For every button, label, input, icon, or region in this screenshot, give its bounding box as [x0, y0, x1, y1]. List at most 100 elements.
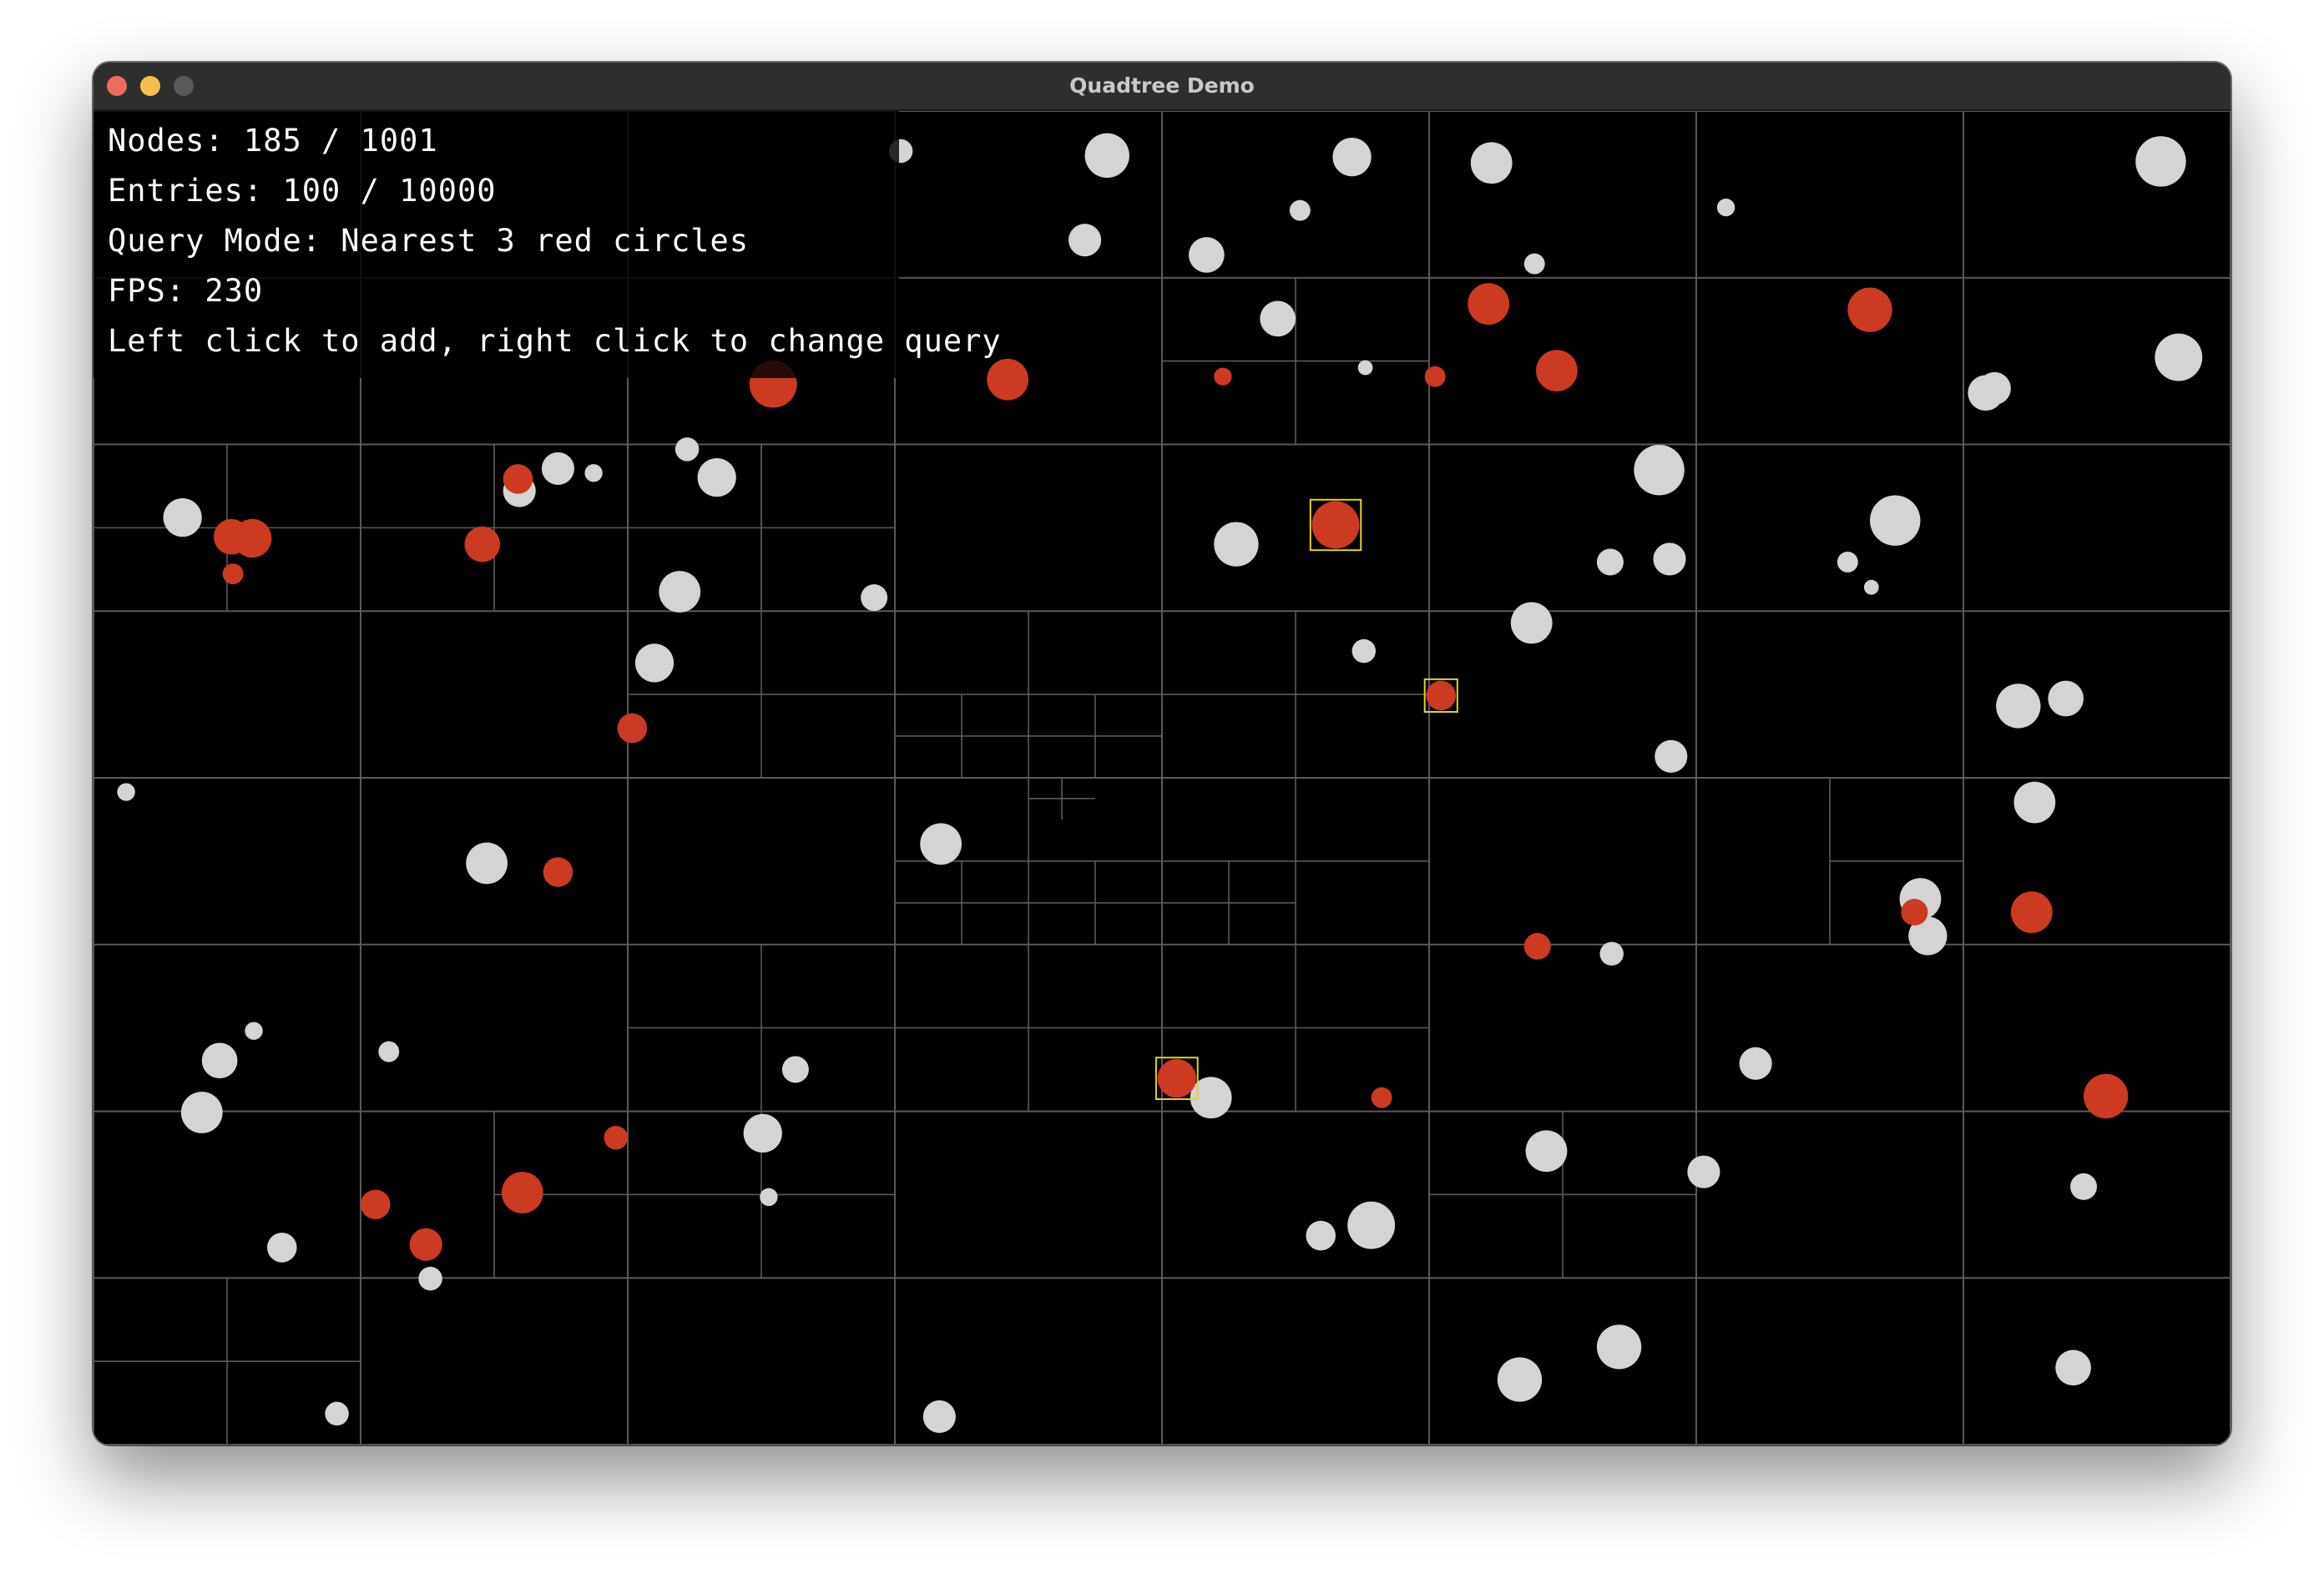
white-circle	[2155, 333, 2203, 381]
white-circle	[743, 1113, 782, 1153]
red-circle	[617, 713, 648, 744]
window-title: Quadtree Demo	[1069, 73, 1255, 98]
query-result-box	[1423, 678, 1458, 714]
red-circle	[464, 526, 501, 563]
white-circle	[1214, 522, 1259, 567]
white-circle	[1357, 360, 1373, 376]
white-circle	[201, 1042, 238, 1079]
quadtree-canvas[interactable]: Nodes: 185 / 1001 Entries: 100 / 10000 Q…	[93, 111, 2231, 1445]
red-circle	[1157, 1059, 1196, 1098]
white-circle	[1497, 1357, 1543, 1402]
white-circle	[1523, 253, 1545, 275]
white-circle	[1190, 1077, 1232, 1119]
white-circle	[1978, 371, 2011, 406]
red-circle	[2084, 1073, 2129, 1119]
query-result-box	[1309, 498, 1362, 552]
entries-count: Entries: 100 / 10000	[108, 173, 497, 209]
white-circle	[418, 1266, 442, 1291]
red-circle	[1424, 366, 1446, 387]
white-circle	[922, 1400, 956, 1434]
white-circle	[1351, 638, 1377, 663]
white-circle	[2013, 781, 2056, 824]
white-circle	[2135, 136, 2186, 187]
red-circle	[233, 518, 272, 558]
white-circle	[117, 783, 135, 801]
red-circle	[222, 563, 244, 585]
white-circle	[1510, 602, 1553, 644]
red-circle	[604, 1126, 629, 1150]
white-circle	[1836, 552, 1858, 573]
query-mode: Query Mode: Nearest 3 red circles	[108, 223, 750, 259]
red-circle	[409, 1228, 442, 1261]
white-circle	[2048, 680, 2084, 717]
fps-counter: FPS: 230	[108, 273, 264, 309]
red-circle	[503, 464, 533, 494]
red-circle	[1468, 283, 1510, 325]
white-circle	[634, 643, 674, 683]
white-circle	[1863, 579, 1879, 595]
red-circle	[1311, 501, 1360, 549]
white-circle	[1189, 237, 1225, 273]
red-circle	[2010, 891, 2053, 933]
white-circle	[760, 1188, 778, 1207]
query-results-layer	[1154, 498, 1458, 1101]
white-circle	[1596, 548, 1624, 576]
white-circle	[1260, 300, 1296, 337]
white-circle	[1655, 739, 1688, 773]
white-circle	[659, 571, 701, 613]
red-circle	[987, 358, 1029, 401]
help-text: Left click to add, right click to change…	[108, 323, 1002, 359]
red-circle	[543, 857, 573, 887]
red-circle	[1536, 350, 1578, 392]
red-circle	[1214, 367, 1232, 386]
white-circle	[1599, 941, 1624, 966]
white-circle	[1634, 445, 1685, 496]
white-circle	[541, 452, 575, 486]
close-button[interactable]	[107, 76, 127, 96]
stats-overlay: Nodes: 185 / 1001 Entries: 100 / 10000 Q…	[93, 111, 1001, 378]
white-circle	[378, 1041, 400, 1062]
white-circle	[245, 1022, 263, 1040]
white-circle	[1996, 684, 2041, 729]
white-circle	[1687, 1155, 1720, 1188]
red-circle	[361, 1189, 391, 1220]
circles-layer	[117, 133, 2203, 1434]
red-circle	[1426, 680, 1457, 711]
white-circle	[1069, 224, 1102, 257]
white-circle	[2070, 1173, 2098, 1200]
white-circle	[1470, 142, 1513, 184]
minimize-button[interactable]	[140, 76, 160, 96]
red-circle	[1523, 932, 1551, 960]
white-circle	[1739, 1047, 1772, 1080]
white-circle	[1870, 495, 1921, 546]
red-circle	[1847, 287, 1892, 332]
white-circle	[697, 458, 736, 497]
query-result-box	[1154, 1057, 1199, 1101]
nodes-count: Nodes: 185 / 1001	[108, 123, 438, 159]
white-circle	[267, 1233, 297, 1263]
white-circle	[1347, 1201, 1396, 1249]
white-circle	[1525, 1130, 1568, 1173]
title-bar: Quadtree Demo	[93, 63, 2231, 111]
red-circle	[1901, 899, 1928, 926]
white-circle	[1653, 542, 1686, 576]
white-circle	[1306, 1220, 1336, 1251]
white-circle	[674, 437, 700, 462]
app-window: Quadtree Demo Nodes: 185 / 1001 Entries:…	[93, 63, 2231, 1445]
white-circle	[920, 823, 962, 865]
maximize-button[interactable]	[174, 76, 194, 96]
white-circle	[325, 1401, 349, 1426]
white-circle	[1908, 916, 1948, 956]
white-circle	[1084, 133, 1129, 179]
quadtree-grid	[93, 111, 2231, 1445]
red-circle	[501, 1172, 543, 1213]
white-circle	[1716, 198, 1735, 217]
white-circle	[466, 842, 508, 885]
white-circle	[861, 584, 888, 612]
white-circle	[163, 498, 202, 537]
white-circle	[1596, 1324, 1642, 1370]
white-circle	[1289, 199, 1311, 221]
white-circle	[180, 1092, 223, 1133]
red-circle	[1371, 1087, 1392, 1108]
white-circle	[2055, 1350, 2091, 1386]
